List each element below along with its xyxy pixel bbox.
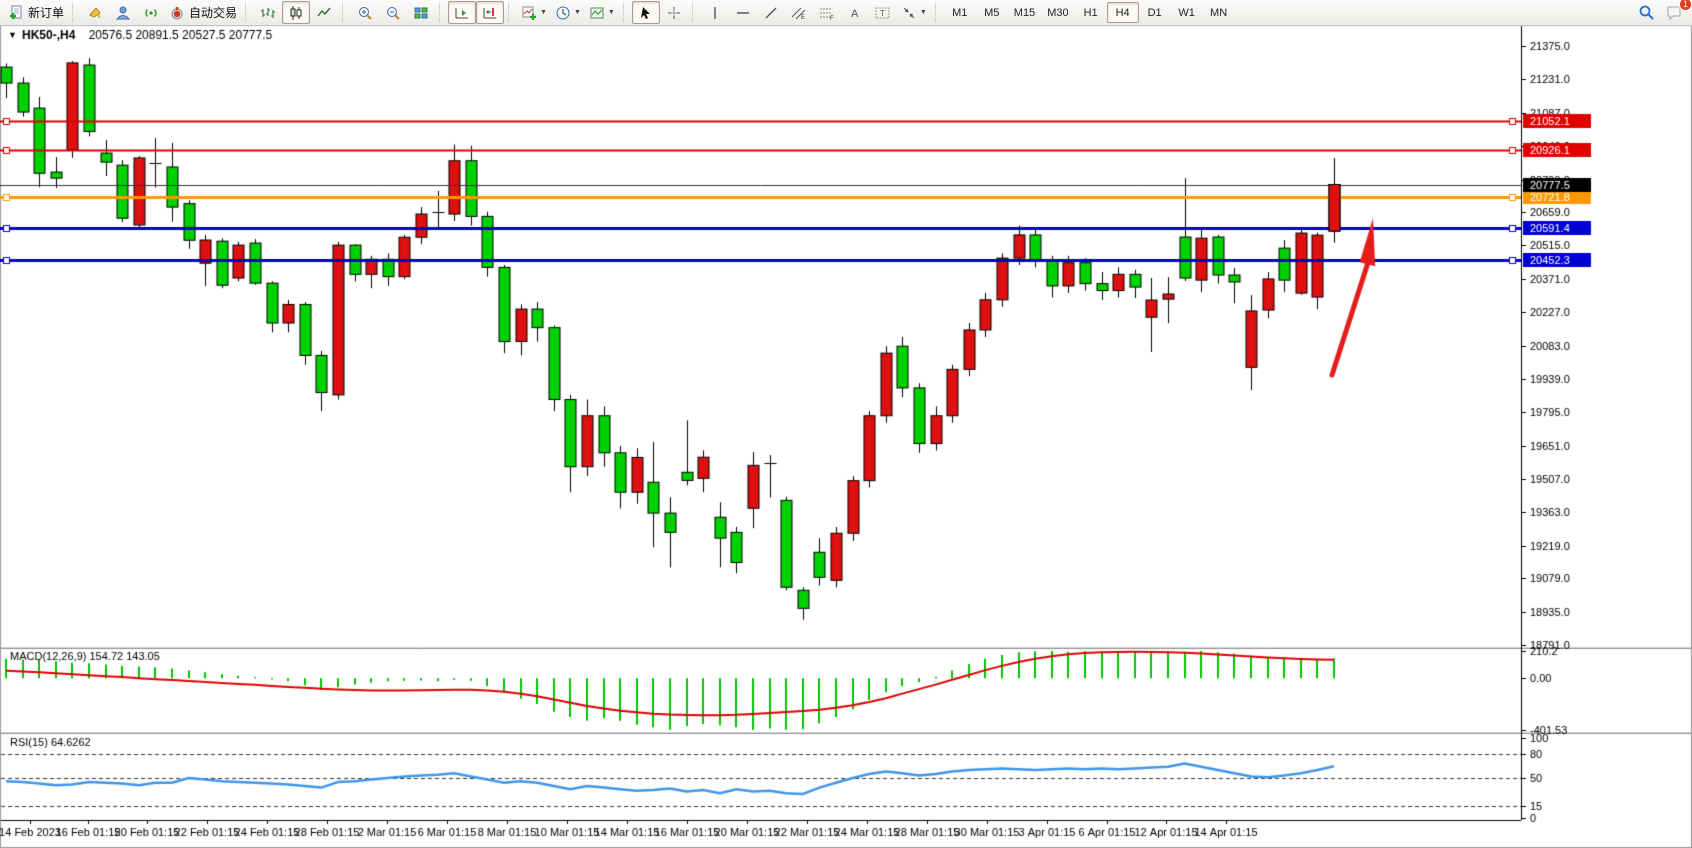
cursor-icon [640, 6, 650, 19]
chart-shift-icon [483, 7, 497, 18]
tile-windows-icon [414, 7, 428, 18]
text-label-button[interactable]: T [869, 1, 897, 24]
toolbar-separator [439, 3, 444, 22]
timeframe-h1-button[interactable]: H1 [1083, 6, 1098, 19]
toolbar-separator [508, 3, 513, 22]
new-order-button[interactable]: 新订单 [4, 1, 68, 24]
channel-icon: E [791, 7, 806, 21]
toolbar-separator [342, 3, 347, 22]
timeframe-w1-button[interactable]: W1 [1178, 6, 1195, 19]
candlestick-chart-button[interactable] [282, 1, 311, 24]
add-indicator-button[interactable]: ▼ [517, 1, 551, 24]
line-chart-button[interactable] [310, 1, 338, 24]
person-icon [115, 6, 131, 19]
timeframe-m15-button[interactable]: M15 [1013, 6, 1036, 19]
timeframe-m5-button[interactable]: M5 [984, 6, 1000, 19]
zoom-in-icon [359, 6, 372, 20]
auto-scroll-button[interactable] [448, 1, 477, 24]
fibonacci-icon: F [819, 8, 834, 21]
search-icon [1639, 5, 1654, 20]
paint-bucket-icon [89, 6, 101, 18]
vertical-line-button[interactable] [701, 1, 729, 24]
signal-icon [145, 8, 157, 17]
tile-windows-button[interactable] [407, 1, 435, 24]
add-indicator-icon [522, 6, 537, 20]
crosshair-icon [667, 6, 680, 19]
bar-chart-button[interactable] [254, 1, 282, 24]
timeframe-m1-button[interactable]: M1 [952, 6, 968, 19]
text-button[interactable]: A [841, 1, 869, 24]
new-order-label: 新订单 [28, 6, 65, 20]
vertical-line-icon [714, 6, 716, 19]
auto-trading-button[interactable]: 自动交易 [165, 1, 241, 24]
template-icon [590, 7, 604, 18]
new-order-icon [10, 5, 22, 19]
arrows-tool-button[interactable]: ▼ [897, 1, 931, 24]
bar-chart-icon [261, 7, 276, 18]
toolbar-separator [934, 3, 940, 22]
text-icon: A [851, 8, 859, 20]
dropdown-caret-icon: ▼ [540, 9, 547, 16]
chart-shift-button[interactable] [476, 1, 505, 24]
timeframe-mn-button[interactable]: MN [1210, 6, 1228, 19]
zoom-out-icon [387, 6, 400, 20]
dropdown-caret-icon: ▼ [607, 9, 615, 16]
timeframe-h4-button[interactable]: H4 [1106, 2, 1139, 23]
signals-button[interactable] [137, 1, 165, 24]
dropdown-caret-icon: ▼ [919, 9, 927, 16]
trendline-icon [765, 7, 777, 18]
zoom-out-button[interactable] [379, 1, 407, 24]
profile-button[interactable] [109, 1, 137, 24]
chart-canvas[interactable] [0, 25, 1692, 848]
auto-trading-icon [171, 6, 183, 19]
periods-button[interactable]: ▼ [551, 1, 585, 24]
timeframe-m30-button[interactable]: M30 [1047, 6, 1069, 19]
svg-text:E: E [801, 15, 805, 21]
horizontal-line-button[interactable] [729, 1, 757, 24]
candlestick-chart-icon [290, 5, 302, 20]
toolbar-separator [245, 3, 250, 22]
svg-text:T: T [880, 9, 885, 18]
toolbar-separator [691, 3, 697, 22]
search-button[interactable] [1632, 1, 1660, 24]
main-toolbar: 新订单 自动交易 ▼ ▼ [0, 0, 1692, 26]
timeframe-d1-button[interactable]: D1 [1147, 6, 1162, 19]
horizontal-line-icon [736, 11, 749, 14]
cursor-button[interactable] [631, 1, 660, 24]
equidistant-channel-button[interactable]: E [785, 1, 813, 24]
svg-text:A: A [851, 8, 859, 20]
dropdown-caret-icon: ▼ [573, 9, 581, 16]
toolbar-separator [622, 3, 628, 22]
svg-text:F: F [830, 16, 834, 21]
notification-count-badge: 1 [1679, 0, 1692, 11]
auto-trading-label: 自动交易 [189, 6, 238, 20]
text-label-icon: T [875, 7, 890, 18]
line-chart-icon [317, 7, 331, 16]
auto-scroll-icon [455, 7, 469, 18]
toolbar-separator [72, 3, 77, 22]
fibonacci-button[interactable]: F [813, 1, 841, 24]
clock-icon [556, 6, 570, 19]
arrows-tool-icon [903, 7, 915, 18]
zoom-in-button[interactable] [351, 1, 379, 24]
notifications-button[interactable]: 1 [1660, 0, 1692, 24]
templates-button[interactable]: ▼ [585, 1, 619, 24]
trendline-button[interactable] [757, 1, 785, 24]
crosshair-button[interactable] [660, 1, 688, 24]
styler-button[interactable] [81, 1, 109, 24]
